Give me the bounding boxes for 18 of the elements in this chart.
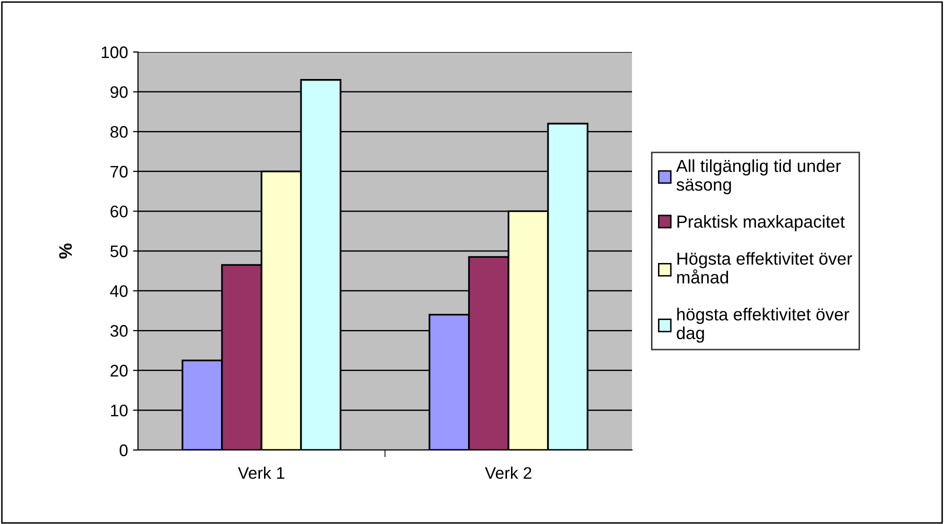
x-tick-label: Verk 1 (238, 466, 284, 479)
y-tick-label: 0 (120, 444, 128, 456)
y-tick-label: 30 (110, 325, 128, 337)
legend-label: All tilgänglig tid under säsong (676, 159, 841, 194)
y-tick-label: 70 (110, 166, 128, 178)
y-tick-label: 100 (102, 46, 128, 58)
y-tick-label: 40 (110, 285, 128, 298)
y-tick-label: 80 (110, 126, 128, 138)
legend-label: högsta effektivitet över dag (676, 308, 850, 343)
legend-label: Högsta effektivitet över månad (677, 252, 852, 284)
y-tick-label: 20 (110, 364, 128, 377)
y-tick-label: 60 (110, 206, 128, 218)
y-axis-title: % (59, 243, 72, 259)
y-tick-label: 90 (110, 86, 128, 98)
legend-label: Praktisk maxkapacitet (677, 215, 845, 232)
x-tick-label: Verk 2 (484, 466, 532, 479)
y-tick-label: 50 (110, 245, 128, 258)
y-tick-label: 10 (111, 404, 128, 416)
